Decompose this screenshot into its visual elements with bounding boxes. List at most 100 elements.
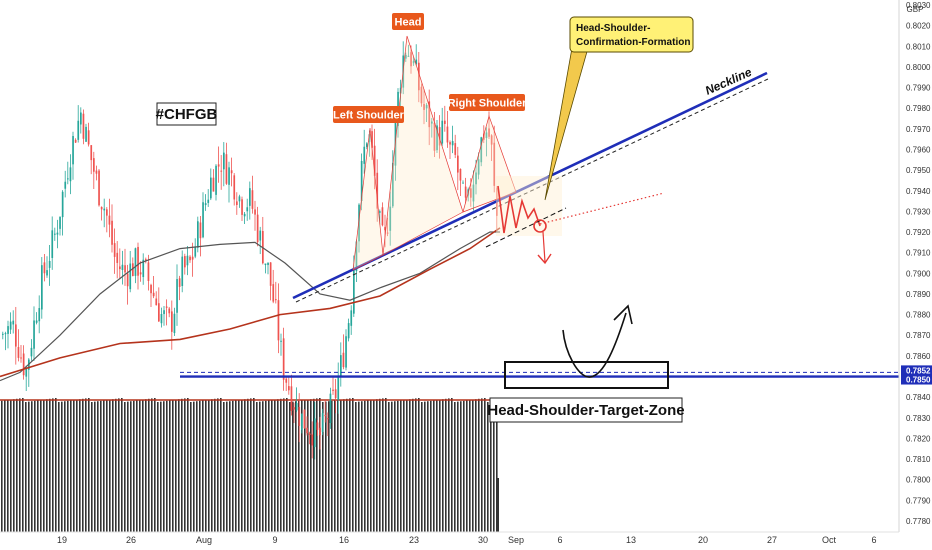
candle-body	[17, 347, 20, 358]
volume-bar	[451, 398, 453, 532]
x-tick-label: 6	[871, 535, 876, 545]
candle-body	[168, 308, 171, 314]
candle-body	[431, 121, 433, 124]
volume-bar	[172, 400, 174, 532]
x-tick-label: 13	[626, 535, 636, 545]
neckline-dashed-line	[295, 78, 769, 303]
volume-bar	[244, 399, 246, 532]
candle-body	[314, 418, 316, 448]
volume-bar	[112, 399, 114, 532]
volume-bar	[142, 399, 144, 532]
candle-body	[446, 126, 449, 143]
candle-body	[121, 264, 124, 270]
volume-bar	[1, 400, 3, 532]
down-arrow-shaft	[542, 231, 546, 263]
down-arrow-head	[537, 253, 552, 265]
volume-bar	[157, 402, 159, 532]
volume-bar	[100, 400, 102, 532]
y-tick-label: 0.8030	[906, 1, 931, 10]
right-shoulder-label: Right Shoulder	[448, 98, 528, 110]
candle-body	[399, 87, 402, 94]
candle-body	[470, 188, 472, 198]
target-zone-box	[504, 361, 669, 389]
candle-body	[142, 259, 145, 278]
volume-bar	[232, 400, 234, 532]
volume-bar	[487, 402, 489, 532]
candle-body	[290, 386, 293, 411]
volume-bar	[346, 398, 348, 532]
volume-bar	[238, 400, 240, 532]
candle-body	[319, 427, 321, 436]
volume-bar	[319, 398, 321, 532]
volume-bar	[403, 400, 405, 532]
candle-body	[137, 246, 139, 276]
candle-body	[269, 262, 272, 286]
candle-body	[204, 203, 207, 206]
volume-bar	[58, 402, 60, 532]
volume-bar	[481, 398, 483, 532]
y-tick-label: 0.7890	[906, 290, 931, 299]
candle-body	[210, 177, 212, 199]
candle-body	[9, 321, 12, 330]
volume-bar	[394, 401, 396, 532]
candle-body	[272, 284, 275, 302]
candle-body	[74, 139, 77, 143]
volume-bar	[184, 398, 186, 532]
moving-average-fast	[0, 231, 500, 382]
candle-body	[132, 263, 134, 276]
x-tick-label: 19	[57, 535, 67, 545]
candle-body	[173, 313, 176, 334]
volume-bar	[463, 400, 465, 532]
candle-body	[116, 252, 119, 263]
price-axis[interactable]: GBP 0.8020 0.8010 0.8000 0.7990 0.7980 0.7970 0…	[898, 0, 932, 532]
candle-body	[441, 120, 444, 144]
volume-bar	[220, 398, 222, 532]
volume-bar	[418, 398, 420, 532]
volume-bar	[400, 400, 402, 532]
volume-bar	[103, 400, 105, 532]
x-tick-label: Oct	[822, 535, 837, 545]
candle-body	[87, 130, 90, 145]
candle-body	[176, 279, 178, 313]
candle-body	[477, 159, 480, 175]
candle-body	[197, 221, 199, 248]
candle-body	[353, 268, 355, 314]
candle-body	[267, 262, 269, 266]
volume-bar	[190, 402, 192, 532]
time-axis[interactable]: 19 26 Aug 9 16 23 Sep 6 13 20 27 Oct 6 30	[0, 531, 899, 545]
volume-bar	[364, 400, 366, 532]
volume-bar	[295, 401, 297, 532]
volume-bar	[322, 402, 324, 532]
volume-bar	[331, 400, 333, 532]
candle-body	[95, 170, 98, 174]
volume-bar	[397, 400, 399, 532]
volume-bar	[316, 398, 318, 532]
dotted-extension-line	[539, 192, 665, 225]
candle-body	[233, 175, 236, 200]
candle-body	[324, 414, 327, 417]
volume-bar	[169, 400, 171, 532]
candle-body	[90, 145, 93, 161]
y-tick-label: 0.7880	[906, 311, 931, 320]
candle-body	[103, 208, 106, 211]
candle-body	[254, 209, 256, 215]
volume-bar	[88, 398, 90, 532]
candle-body	[20, 357, 22, 359]
volume-bar	[214, 398, 216, 532]
volume-bar	[427, 401, 429, 532]
volume-bar	[73, 400, 75, 532]
moving-average-slow	[0, 227, 501, 378]
candle-body	[483, 133, 485, 140]
volume-bar	[457, 401, 459, 532]
candle-body	[59, 216, 61, 229]
volume-bar	[241, 399, 243, 532]
candle-body	[451, 141, 454, 146]
candle-body	[69, 167, 72, 182]
candle-body	[119, 266, 121, 270]
volume-bar	[55, 398, 57, 532]
volume-bar	[358, 401, 360, 532]
candle-body	[428, 101, 431, 128]
candle-body	[444, 120, 446, 124]
candle-body	[371, 131, 373, 148]
